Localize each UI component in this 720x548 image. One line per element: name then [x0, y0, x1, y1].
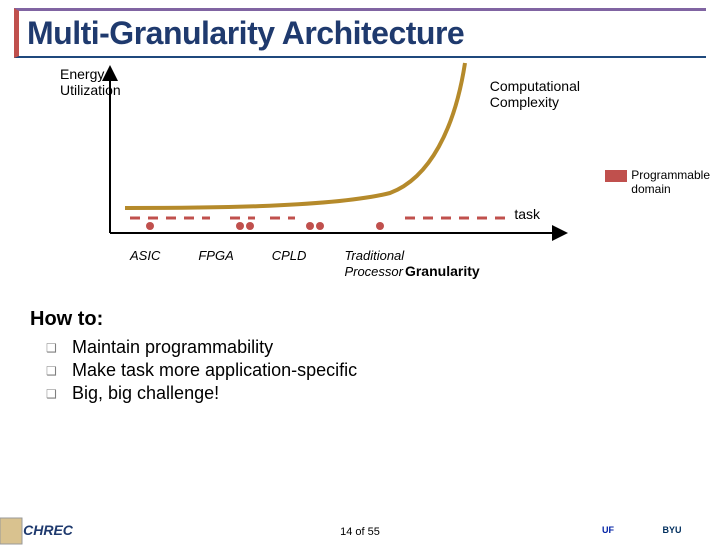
uf-logo: UF [578, 518, 638, 542]
logo-chrec: CHREC [18, 518, 78, 542]
footer: CHREC UF BYU [0, 518, 720, 542]
markers [146, 222, 384, 230]
list-item: Big, big challenge! [72, 383, 720, 404]
y-axis-label: Energy Utilization [60, 66, 121, 98]
complexity-curve [125, 63, 465, 208]
chart: Energy Utilization Computational Complex… [70, 68, 680, 288]
portrait-icon [0, 518, 22, 544]
axis-item: Traditional ProcessorGranularity [344, 248, 479, 279]
page-title: Multi-Granularity Architecture [27, 15, 706, 52]
title-bar: Multi-Granularity Architecture [14, 8, 706, 58]
axis-item: ASIC [130, 248, 160, 263]
x-axis-labels: ASIC FPGA CPLD Traditional ProcessorGran… [130, 248, 480, 279]
logo-right-group: UF BYU [578, 518, 702, 542]
legend-swatch [605, 170, 627, 182]
axis-item: CPLD [272, 248, 307, 263]
curve-label: Computational Complexity [490, 78, 580, 110]
list-item: Make task more application-specific [72, 360, 720, 381]
task-label: task [514, 206, 540, 222]
howto-heading: How to: [30, 308, 720, 331]
legend: Programmable domain [605, 168, 710, 196]
list-item: Maintain programmability [72, 337, 720, 358]
howto-list: Maintain programmability Make task more … [72, 337, 720, 404]
axis-item: FPGA [198, 248, 233, 263]
byu-logo: BYU [642, 518, 702, 542]
legend-text: Programmable domain [631, 168, 710, 196]
granularity-label: Granularity [405, 263, 480, 279]
